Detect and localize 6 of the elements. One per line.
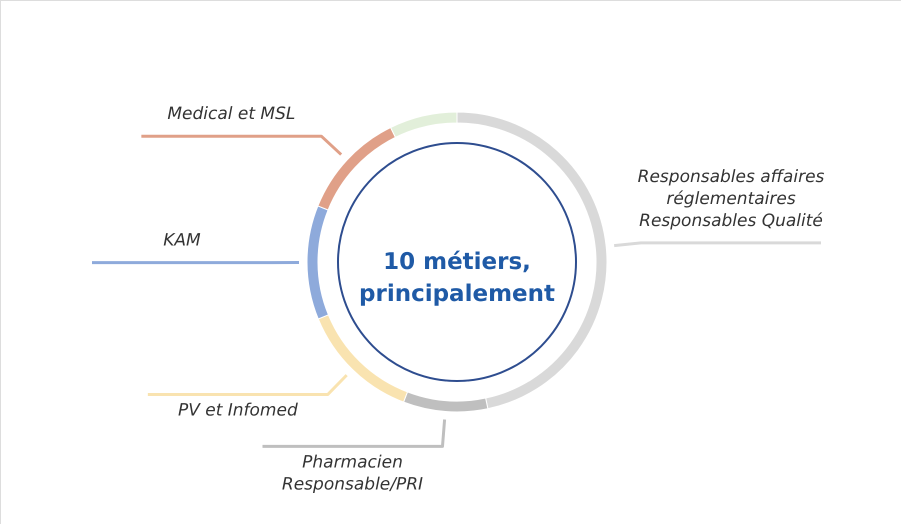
- text: 10 métiers, principalement: [359, 249, 555, 307]
- slice-label: Medical et MSL: [167, 104, 296, 124]
- slice-label: Pharmacien Responsable/PRI: [282, 452, 424, 494]
- slice-label: PV et Infomed: [178, 400, 298, 420]
- slice-label: Responsables affaires réglementaires Responsables Qualité: [638, 166, 825, 231]
- slice-label: KAM: [163, 230, 202, 251]
